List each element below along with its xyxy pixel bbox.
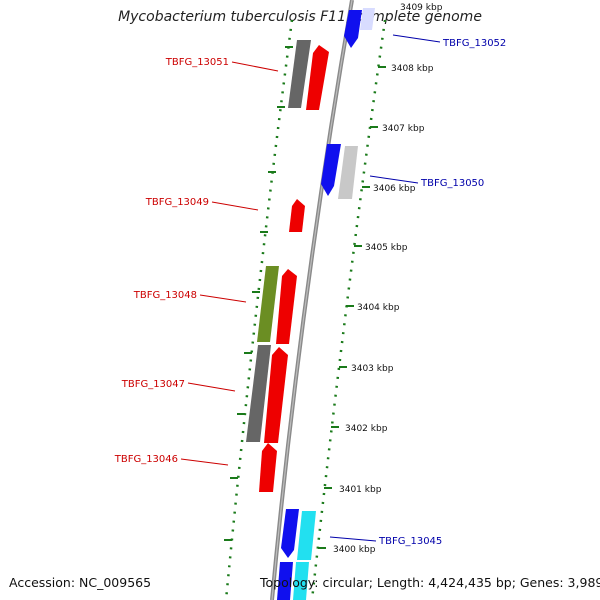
tick-label: 3407 kbp <box>382 124 425 134</box>
map-title: Mycobacterium tuberculosis F11, complete… <box>118 9 482 25</box>
gene-tbfg-13052-partner[interactable] <box>360 8 375 30</box>
gene-tbfg-13051-arrow[interactable] <box>306 45 329 110</box>
leader-line <box>329 536 377 542</box>
leader-line <box>187 382 236 392</box>
gene-label-tbfg-13051[interactable]: TBFG_13051 <box>165 57 229 68</box>
gene-tbfg-13050-arrow[interactable] <box>321 144 341 196</box>
accession-text: Accession: NC_009565 <box>9 575 152 590</box>
gene-tbfg-13047-partner[interactable] <box>246 345 271 442</box>
gene-extra-bottom-cyan[interactable] <box>293 562 309 600</box>
tick-label: 3405 kbp <box>365 243 408 253</box>
gene-label-tbfg-13052[interactable]: TBFG_13052 <box>442 38 506 49</box>
gene-tbfg-13045-arrow[interactable] <box>281 509 299 558</box>
gene-extra-bottom-blue[interactable] <box>277 562 293 600</box>
leader-line <box>199 294 247 303</box>
tick-label: 3409 kbp <box>400 3 443 13</box>
tick-labels: 3409 kbp 3408 kbp 3407 kbp 3406 kbp 3405… <box>333 3 443 555</box>
tick-label: 3403 kbp <box>351 364 394 374</box>
gene-label-tbfg-13046[interactable]: TBFG_13046 <box>114 454 178 465</box>
tick-label: 3400 kbp <box>333 545 376 555</box>
gene-tbfg-13046-arrow[interactable] <box>259 443 277 492</box>
tick-label: 3401 kbp <box>339 485 382 495</box>
gene-label-tbfg-13049[interactable]: TBFG_13049 <box>145 197 209 208</box>
gene-tbfg-13047-arrow[interactable] <box>264 347 288 443</box>
leader-line <box>180 458 229 466</box>
gene-tbfg-13049-arrow[interactable] <box>289 199 305 232</box>
gene-tbfg-13050-partner[interactable] <box>338 146 358 199</box>
reverse-strand-genes <box>277 8 375 600</box>
gene-tbfg-13048-partner[interactable] <box>257 266 279 342</box>
leader-line <box>231 61 279 72</box>
forward-strand-genes <box>246 40 329 492</box>
leader-line <box>392 34 441 43</box>
genome-backbone-highlight <box>271 0 353 600</box>
tick-label: 3404 kbp <box>357 303 400 313</box>
inner-tick-marks <box>224 46 293 541</box>
gene-label-tbfg-13050[interactable]: TBFG_13050 <box>420 178 484 189</box>
leader-line <box>211 201 259 211</box>
gene-tbfg-13045-partner[interactable] <box>297 511 316 560</box>
genome-summary-text: Topology: circular; Length: 4,424,435 bp… <box>260 575 600 590</box>
outer-tick-marks <box>318 66 386 549</box>
leader-line <box>369 175 419 184</box>
gene-label-tbfg-13048[interactable]: TBFG_13048 <box>133 290 197 301</box>
gene-tbfg-13048-arrow[interactable] <box>276 269 297 344</box>
gene-labels: TBFG_13052 TBFG_13051 TBFG_13050 TBFG_13… <box>114 38 507 547</box>
gene-tbfg-13052-arrow[interactable] <box>344 10 362 48</box>
tick-label: 3402 kbp <box>345 424 388 434</box>
tick-label: 3408 kbp <box>391 64 434 74</box>
gene-label-tbfg-13047[interactable]: TBFG_13047 <box>121 379 185 390</box>
tick-label: 3406 kbp <box>373 184 416 194</box>
gene-label-tbfg-13045[interactable]: TBFG_13045 <box>378 536 442 547</box>
label-leader-lines <box>180 34 441 542</box>
gene-tbfg-13051-partner[interactable] <box>288 40 311 108</box>
